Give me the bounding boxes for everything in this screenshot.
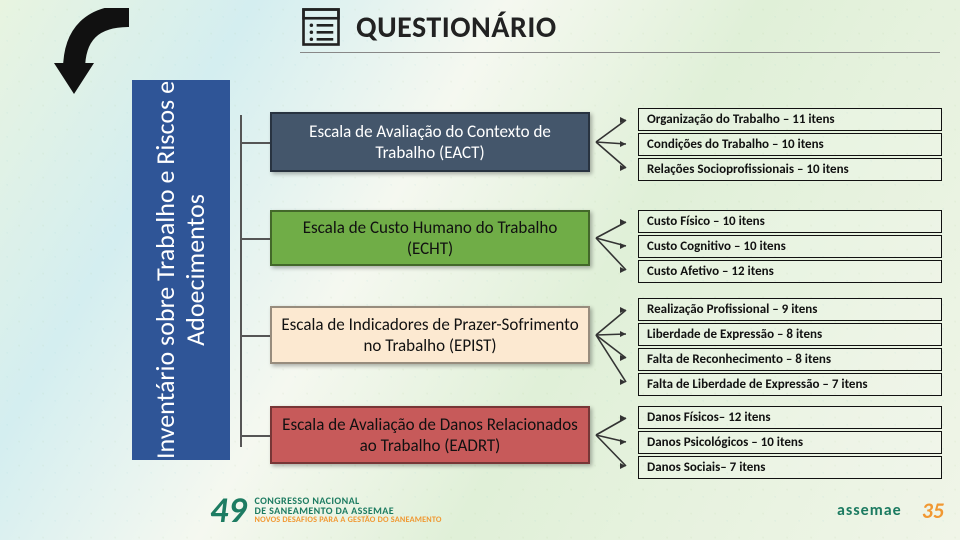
items-column: Realização Profissional – 9 itensLiberda…: [638, 298, 942, 396]
scale-item: Custo Físico – 10 itens: [638, 210, 942, 233]
tree-branch: [240, 335, 270, 337]
checklist-icon: [300, 6, 342, 48]
tree-branch: [240, 238, 270, 240]
assemae-logo: assemae: [837, 501, 902, 520]
scale-item: Organização do Trabalho – 11 itens: [638, 108, 942, 131]
scale-item: Custo Cognitivo – 10 itens: [638, 235, 942, 258]
title-row: QUESTIONÁRIO: [300, 6, 940, 53]
items-column: Danos Físicos– 12 itensDanos Psicológico…: [638, 406, 942, 479]
branch-arrows-icon: [594, 108, 634, 180]
tree-branch: [240, 142, 270, 144]
items-column: Custo Físico – 10 itensCusto Cognitivo –…: [638, 210, 942, 283]
congress-tagline: NOVOS DESAFIOS PARA A GESTÃO DO SANEAMEN…: [255, 516, 442, 524]
scale-item: Custo Afetivo – 12 itens: [638, 260, 942, 283]
footer: 49 CONGRESSO NACIONAL DE SANEAMENTO DA A…: [210, 484, 950, 536]
tree-trunk: [240, 115, 242, 447]
branch-arrows-icon: [594, 210, 634, 282]
scale-item: Condições do Trabalho – 10 itens: [638, 133, 942, 156]
scale-item: Danos Psicológicos – 10 itens: [638, 431, 942, 454]
scale-block: Escala de Avaliação de Danos Relacionado…: [270, 406, 590, 464]
items-column: Organização do Trabalho – 11 itensCondiç…: [638, 108, 942, 181]
scale-item: Falta de Reconhecimento – 8 itens: [638, 348, 942, 371]
congress-number: 49: [210, 488, 247, 532]
scale-item: Falta de Liberdade de Expressão – 7 iten…: [638, 373, 942, 396]
scale-item: Danos Físicos– 12 itens: [638, 406, 942, 429]
scale-item: Relações Socioprofissionais – 10 itens: [638, 158, 942, 181]
branch-arrows-icon: [594, 298, 634, 394]
congress-logo: 49 CONGRESSO NACIONAL DE SANEAMENTO DA A…: [210, 488, 442, 532]
scale-block: Escala de Custo Humano do Trabalho (ECHT…: [270, 210, 590, 266]
page-title: QUESTIONÁRIO: [356, 9, 557, 46]
vertical-label: Inventário sobre Trabalho e Riscos e Ado…: [132, 80, 230, 460]
tree-branch: [240, 435, 270, 437]
scale-item: Liberdade de Expressão – 8 itens: [638, 323, 942, 346]
scale-item: Realização Profissional – 9 itens: [638, 298, 942, 321]
branch-arrows-icon: [594, 406, 634, 478]
years-35: 35: [922, 497, 944, 524]
scale-block: Escala de Avaliação do Contexto de Traba…: [270, 112, 590, 172]
scale-block: Escala de Indicadores de Prazer-Sofrimen…: [270, 306, 590, 364]
scale-item: Danos Sociais– 7 itens: [638, 456, 942, 479]
